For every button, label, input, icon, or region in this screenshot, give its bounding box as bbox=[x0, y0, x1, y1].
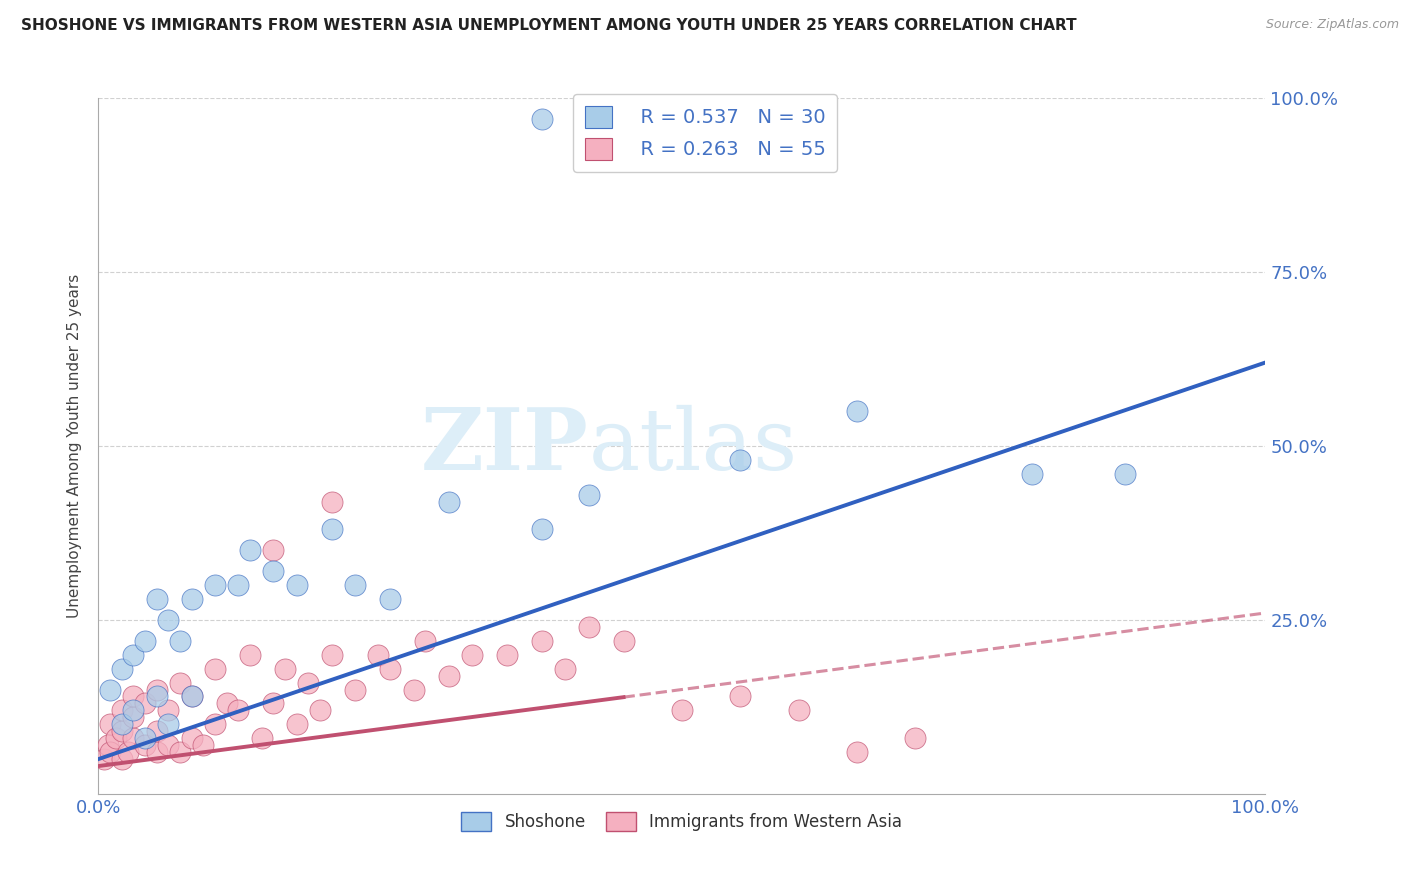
Point bbox=[554, 662, 576, 676]
Point bbox=[321, 648, 343, 662]
Legend: Shoshone, Immigrants from Western Asia: Shoshone, Immigrants from Western Asia bbox=[454, 805, 910, 838]
Point bbox=[578, 488, 600, 502]
Point bbox=[215, 697, 238, 711]
Point bbox=[297, 675, 319, 690]
Point bbox=[437, 668, 460, 682]
Point bbox=[111, 752, 134, 766]
Point bbox=[180, 731, 202, 746]
Point bbox=[204, 717, 226, 731]
Point bbox=[122, 731, 145, 746]
Point bbox=[111, 717, 134, 731]
Point bbox=[111, 662, 134, 676]
Point bbox=[402, 682, 425, 697]
Point bbox=[134, 697, 156, 711]
Point bbox=[262, 564, 284, 578]
Point bbox=[285, 717, 308, 731]
Point bbox=[146, 690, 169, 704]
Point bbox=[530, 112, 553, 126]
Point bbox=[846, 745, 869, 759]
Point bbox=[98, 745, 121, 759]
Point bbox=[157, 703, 180, 717]
Point bbox=[122, 710, 145, 724]
Point bbox=[239, 543, 262, 558]
Point bbox=[117, 745, 139, 759]
Point bbox=[309, 703, 332, 717]
Point bbox=[104, 731, 127, 746]
Point bbox=[169, 675, 191, 690]
Point bbox=[111, 724, 134, 739]
Point bbox=[146, 724, 169, 739]
Point bbox=[239, 648, 262, 662]
Point bbox=[98, 717, 121, 731]
Point bbox=[204, 662, 226, 676]
Point bbox=[262, 543, 284, 558]
Point bbox=[671, 703, 693, 717]
Point bbox=[380, 592, 402, 607]
Point bbox=[846, 404, 869, 418]
Point bbox=[146, 592, 169, 607]
Point bbox=[321, 523, 343, 537]
Point bbox=[146, 745, 169, 759]
Point bbox=[157, 717, 180, 731]
Point bbox=[613, 633, 636, 648]
Point bbox=[228, 578, 250, 592]
Point bbox=[146, 682, 169, 697]
Point bbox=[122, 648, 145, 662]
Point bbox=[367, 648, 389, 662]
Point bbox=[285, 578, 308, 592]
Text: atlas: atlas bbox=[589, 404, 797, 488]
Text: Source: ZipAtlas.com: Source: ZipAtlas.com bbox=[1265, 18, 1399, 31]
Point bbox=[97, 738, 120, 752]
Point bbox=[169, 633, 191, 648]
Point bbox=[134, 731, 156, 746]
Point bbox=[730, 453, 752, 467]
Point bbox=[93, 752, 115, 766]
Point bbox=[122, 703, 145, 717]
Point bbox=[380, 662, 402, 676]
Point bbox=[437, 494, 460, 508]
Point bbox=[578, 620, 600, 634]
Point bbox=[157, 613, 180, 627]
Point bbox=[180, 690, 202, 704]
Point bbox=[904, 731, 927, 746]
Point bbox=[157, 738, 180, 752]
Point bbox=[180, 592, 202, 607]
Point bbox=[321, 494, 343, 508]
Point bbox=[228, 703, 250, 717]
Point bbox=[344, 682, 367, 697]
Y-axis label: Unemployment Among Youth under 25 years: Unemployment Among Youth under 25 years bbox=[66, 274, 82, 618]
Point bbox=[98, 682, 121, 697]
Point bbox=[169, 745, 191, 759]
Point bbox=[1114, 467, 1136, 481]
Point bbox=[134, 738, 156, 752]
Point bbox=[111, 703, 134, 717]
Point bbox=[730, 690, 752, 704]
Point bbox=[134, 633, 156, 648]
Point bbox=[461, 648, 484, 662]
Text: ZIP: ZIP bbox=[420, 404, 589, 488]
Point bbox=[413, 633, 436, 648]
Point bbox=[787, 703, 810, 717]
Point bbox=[344, 578, 367, 592]
Point bbox=[530, 523, 553, 537]
Text: SHOSHONE VS IMMIGRANTS FROM WESTERN ASIA UNEMPLOYMENT AMONG YOUTH UNDER 25 YEARS: SHOSHONE VS IMMIGRANTS FROM WESTERN ASIA… bbox=[21, 18, 1077, 33]
Point bbox=[274, 662, 297, 676]
Point bbox=[530, 633, 553, 648]
Point bbox=[1021, 467, 1043, 481]
Point bbox=[122, 690, 145, 704]
Point bbox=[180, 690, 202, 704]
Point bbox=[204, 578, 226, 592]
Point bbox=[262, 697, 284, 711]
Point bbox=[496, 648, 519, 662]
Point bbox=[250, 731, 273, 746]
Point bbox=[193, 738, 215, 752]
